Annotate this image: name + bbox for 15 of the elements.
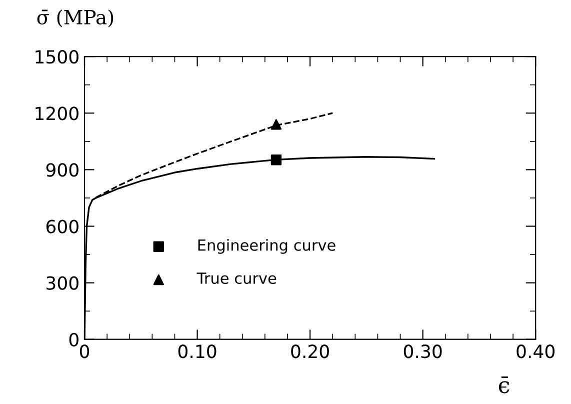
legend-label: Engineering curve	[198, 239, 336, 254]
x-tick-label: 0	[80, 344, 90, 358]
x-axis-title: ϵ̄	[498, 376, 510, 394]
x-tick-label: 0.20	[291, 344, 329, 358]
y-tick-label: 900	[46, 163, 78, 177]
y-tick-label: 1200	[36, 106, 78, 120]
y-tick-label: 600	[46, 220, 78, 234]
y-axis-title: σ̄ (MPa)	[37, 9, 114, 28]
y-tick-label: 300	[46, 276, 78, 290]
x-tick-label: 0.10	[178, 344, 216, 358]
x-tick-label: 0.40	[516, 344, 554, 358]
x-tick-label: 0.30	[404, 344, 442, 358]
legend-label: True curve	[196, 272, 276, 284]
y-tick-label: 0	[69, 332, 78, 346]
y-tick-label: 1500	[36, 50, 78, 64]
